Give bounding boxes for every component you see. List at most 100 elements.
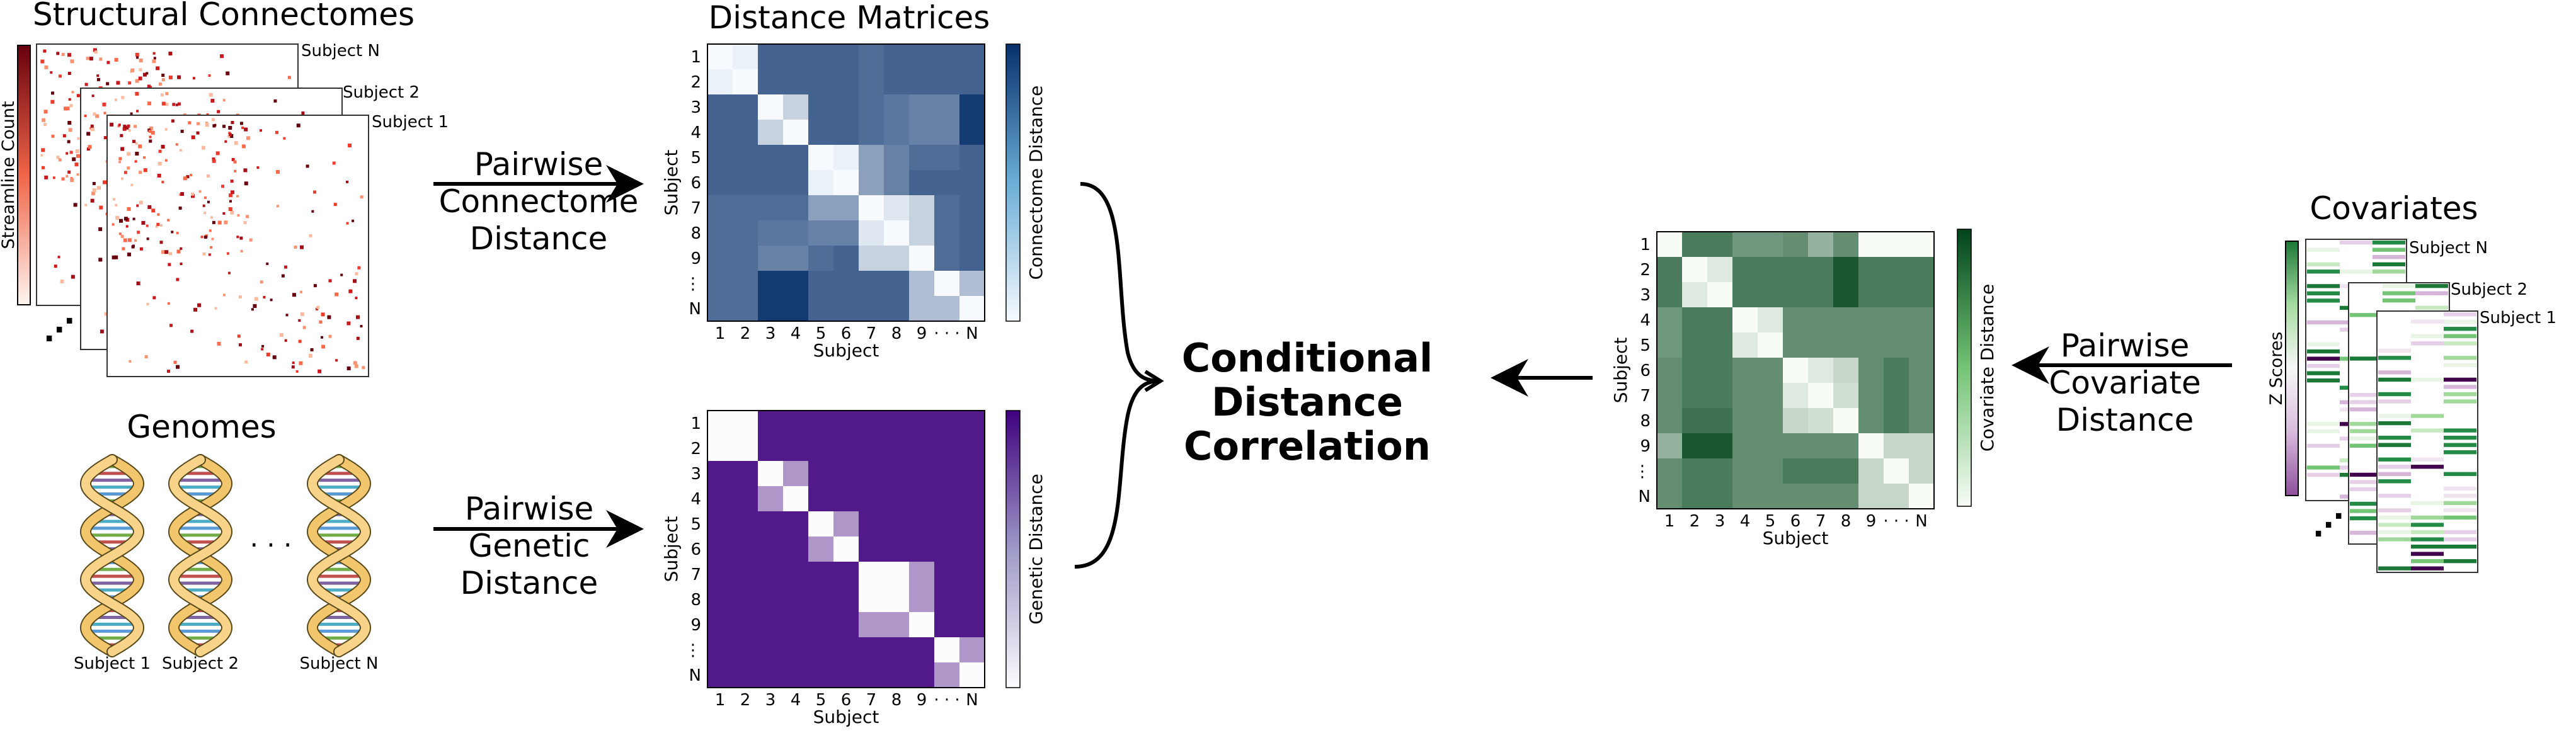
connectome-dot bbox=[123, 171, 127, 174]
connectome-dot bbox=[118, 161, 122, 164]
connectome-dot bbox=[127, 207, 131, 211]
connectome-dot bbox=[263, 295, 266, 298]
covariate-stripe bbox=[2378, 399, 2411, 404]
connectome-dot bbox=[346, 321, 351, 326]
heatmap-cell bbox=[1707, 433, 1733, 459]
connectome-dot bbox=[300, 312, 304, 316]
heatmap-cell bbox=[1707, 232, 1733, 258]
connectome-dot bbox=[71, 275, 75, 279]
covariate-stripe bbox=[2307, 291, 2340, 296]
covariate-stripe bbox=[2411, 559, 2444, 564]
covariate-stripe bbox=[2444, 392, 2476, 397]
dna-helix-1 bbox=[79, 454, 145, 657]
covariate-stripe bbox=[2373, 255, 2405, 259]
connectome-dot bbox=[228, 125, 232, 130]
connectome-dot bbox=[214, 307, 217, 310]
heatmap-cell bbox=[859, 44, 884, 70]
heatmap-cell bbox=[1909, 358, 1935, 383]
connectome-dot bbox=[146, 303, 149, 306]
heatmap-cell bbox=[884, 69, 910, 95]
x-tick-label: · · · bbox=[1883, 512, 1909, 531]
connectome-dot bbox=[281, 274, 285, 278]
x-tick-label: 4 bbox=[791, 324, 801, 343]
heatmap-cell bbox=[859, 461, 884, 487]
heatmap-cell bbox=[733, 637, 758, 663]
covariates-title: Covariates bbox=[2310, 190, 2478, 227]
heatmap-cell bbox=[833, 120, 859, 145]
heatmap-cell bbox=[1808, 307, 1834, 333]
covariate-stripe bbox=[2307, 472, 2340, 477]
connectome-dot bbox=[212, 220, 215, 224]
connectome-dot bbox=[198, 190, 202, 193]
heatmap-cell bbox=[783, 587, 809, 613]
connectome-dot bbox=[40, 59, 45, 64]
heatmap-cell bbox=[1909, 257, 1935, 283]
connectome-dot bbox=[310, 348, 314, 351]
zscore-colorbar-label: Z Scores bbox=[2267, 332, 2286, 406]
covariate-stripe bbox=[2411, 428, 2444, 433]
covariate-stripe bbox=[2340, 241, 2373, 245]
connectome-dot bbox=[158, 82, 162, 86]
x-tick-label: 3 bbox=[765, 324, 776, 343]
colorbar bbox=[1005, 410, 1021, 688]
connectome-dot bbox=[209, 229, 212, 232]
covariate-stripe bbox=[2350, 436, 2383, 441]
connectome-dot bbox=[69, 150, 73, 154]
connectome-dot bbox=[92, 188, 96, 193]
heatmap-cell bbox=[783, 296, 809, 322]
connectome-dot bbox=[221, 184, 225, 188]
connectome-dot bbox=[106, 60, 110, 64]
connectome-dot bbox=[200, 236, 203, 239]
heatmap-cell bbox=[758, 461, 784, 487]
heatmap-cell bbox=[833, 220, 859, 246]
heatmap-frame bbox=[1656, 231, 1935, 509]
heatmap-cell bbox=[733, 170, 758, 196]
connectome-dot bbox=[244, 127, 248, 132]
heatmap-cell bbox=[909, 246, 935, 271]
heatmap-cell bbox=[808, 220, 834, 246]
connectome-dot bbox=[50, 71, 53, 74]
y-tick-label: 2 bbox=[690, 73, 701, 92]
connectome-dot bbox=[253, 304, 257, 308]
subject-2-label: Subject 2 bbox=[343, 83, 420, 102]
connectome-dot bbox=[169, 252, 173, 256]
connectome-dot bbox=[320, 336, 323, 339]
covariate-stripe bbox=[2307, 284, 2340, 288]
heatmap-cell bbox=[1758, 332, 1783, 358]
connectome-dot bbox=[127, 166, 130, 170]
connectome-dot bbox=[222, 293, 226, 297]
heatmap-cell bbox=[808, 411, 834, 436]
heatmap-cell bbox=[1783, 383, 1809, 409]
heatmap-cell bbox=[707, 94, 733, 120]
connectome-dot bbox=[224, 220, 228, 225]
covariate-stripe bbox=[2444, 472, 2476, 476]
heatmap-cell bbox=[934, 170, 960, 196]
connectome-dot bbox=[43, 49, 47, 53]
connectome-dot bbox=[74, 162, 79, 167]
heatmap-cell bbox=[733, 436, 758, 462]
covariate-stripe bbox=[2307, 465, 2340, 470]
dna-helix-n bbox=[306, 454, 372, 657]
heatmap-cell bbox=[707, 511, 733, 537]
connectome-dot bbox=[40, 154, 43, 157]
covariate-stripe bbox=[2350, 443, 2383, 448]
connectome-dot bbox=[294, 245, 297, 249]
heatmap-cell bbox=[1833, 458, 1859, 484]
connectome-dot bbox=[230, 190, 234, 195]
heatmap-cell bbox=[1783, 307, 1809, 333]
connectome-dot bbox=[327, 315, 331, 319]
covariate-stripe bbox=[2307, 270, 2340, 274]
connectome-dot bbox=[135, 79, 139, 83]
heatmap-cell bbox=[783, 246, 809, 271]
heatmap-cell bbox=[1909, 484, 1935, 509]
connectome-dot bbox=[210, 99, 215, 103]
heatmap-cell bbox=[1758, 358, 1783, 383]
connectome-dot bbox=[146, 72, 149, 75]
connectome-dot bbox=[357, 266, 361, 270]
covariate-stripe bbox=[2378, 465, 2411, 469]
heatmap-cell bbox=[884, 662, 910, 688]
covariate-stripe bbox=[2444, 377, 2476, 382]
y-tick-label: 2 bbox=[1640, 261, 1651, 280]
connectome-dot bbox=[99, 205, 103, 210]
connectome-dot bbox=[128, 129, 131, 132]
